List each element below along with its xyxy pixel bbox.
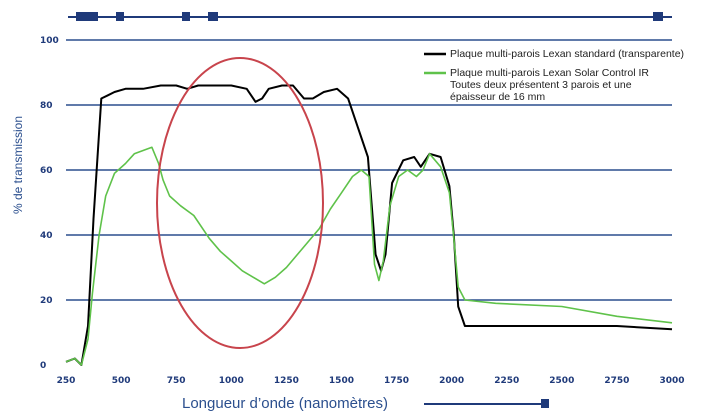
x-tick-label: 1750 [384,376,409,386]
legend-label-standard: Plaque multi-parois Lexan standard (tran… [450,48,684,60]
x-tick-label: 500 [112,376,131,386]
legend-note-line-1: Toutes deux présentent 3 parois et une [450,79,632,91]
top-strip-marker [653,12,663,21]
top-scale-strip [68,12,672,21]
y-tick-label: 60 [40,166,53,176]
x-axis-title: Longueur d’onde (nanomètres) [182,395,388,412]
x-tick-label: 1500 [329,376,354,386]
x-axis-title-arrow-head [541,399,549,408]
x-axis-ticks: 250 500 750 1000 1250 1500 1750 2000 2250 2500 275… [57,376,685,386]
top-strip-marker [182,12,190,21]
x-tick-label: 1250 [274,376,299,386]
y-tick-label: 0 [40,361,46,371]
legend-note-line-2: épaisseur de 16 mm [450,91,545,103]
x-tick-label: 3000 [659,376,684,386]
x-tick-label: 750 [167,376,186,386]
x-tick-label: 2750 [604,376,629,386]
series-line-standard [65,84,673,366]
x-tick-label: 1000 [219,376,244,386]
x-tick-label: 250 [57,376,76,386]
series-line-solar-control [65,146,673,366]
legend-label-solar-control: Plaque multi-parois Lexan Solar Control … [450,67,649,79]
legend: Plaque multi-parois Lexan standard (tran… [424,48,684,103]
y-tick-label: 20 [40,296,53,306]
highlight-ellipse [156,57,324,349]
top-strip-marker [116,12,124,21]
top-strip-marker [76,12,98,21]
x-tick-label: 2500 [549,376,574,386]
y-tick-label: 80 [40,101,53,111]
gridlines [66,39,672,301]
y-axis-ticks: 0 20 40 60 80 100 [40,36,59,371]
series-lines [65,84,673,366]
x-tick-label: 2000 [439,376,464,386]
y-tick-label: 100 [40,36,59,46]
top-strip-marker [208,12,218,21]
x-tick-label: 2250 [494,376,519,386]
y-axis-title: % de transmission [11,116,25,214]
y-tick-label: 40 [40,231,53,241]
